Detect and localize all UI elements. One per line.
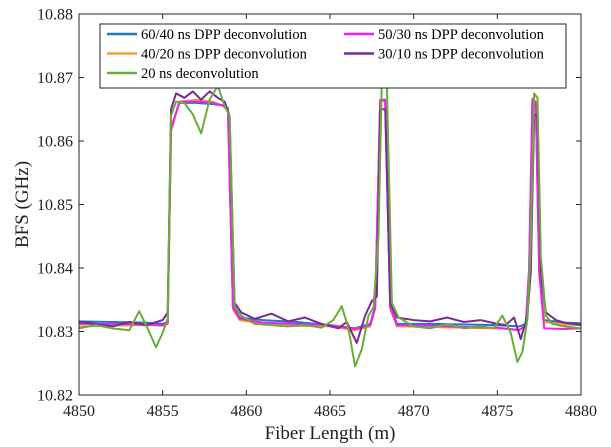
x-tick-label: 4870 (398, 403, 430, 420)
x-tick-label: 4880 (565, 403, 597, 420)
legend-label: 50/30 ns DPP deconvolution (378, 27, 545, 43)
x-tick-label: 4850 (63, 403, 95, 420)
x-tick-label: 4865 (314, 403, 346, 420)
series-line-40-20 (79, 97, 581, 332)
x-tick-label: 4860 (230, 403, 262, 420)
y-tick-label: 10.82 (37, 388, 73, 405)
x-axis-label: Fiber Length (m) (265, 423, 396, 444)
y-tick-label: 10.87 (37, 70, 73, 87)
y-tick-label: 10.88 (37, 7, 73, 24)
legend-label: 20 ns deconvolution (141, 66, 259, 82)
legend-label: 30/10 ns DPP deconvolution (378, 47, 545, 63)
y-tick-label: 10.84 (37, 261, 73, 278)
x-tick-label: 4875 (481, 403, 513, 420)
series-line-60-40 (79, 98, 581, 330)
legend-box (99, 23, 567, 89)
y-axis-ticks: 10.82 10.83 10.84 10.85 10.86 10.87 10.88 (37, 7, 581, 405)
x-axis-ticks: 4850 4855 4860 4865 4870 4875 4880 (63, 14, 597, 420)
series-line-30-10 (79, 90, 581, 344)
legend-label: 40/20 ns DPP deconvolution (141, 47, 308, 63)
series-line-50-30 (79, 98, 581, 332)
plot-lines (79, 76, 581, 368)
x-tick-label: 4855 (147, 403, 179, 420)
y-tick-label: 10.85 (37, 197, 73, 214)
y-tick-label: 10.86 (37, 134, 73, 151)
legend-label: 60/40 ns DPP deconvolution (141, 27, 308, 43)
legend: 60/40 ns DPP deconvolution 50/30 ns DPP d… (99, 23, 567, 89)
y-tick-label: 10.83 (37, 324, 73, 341)
y-axis-label: BFS (GHz) (12, 161, 33, 248)
series-line-20 (79, 76, 581, 368)
